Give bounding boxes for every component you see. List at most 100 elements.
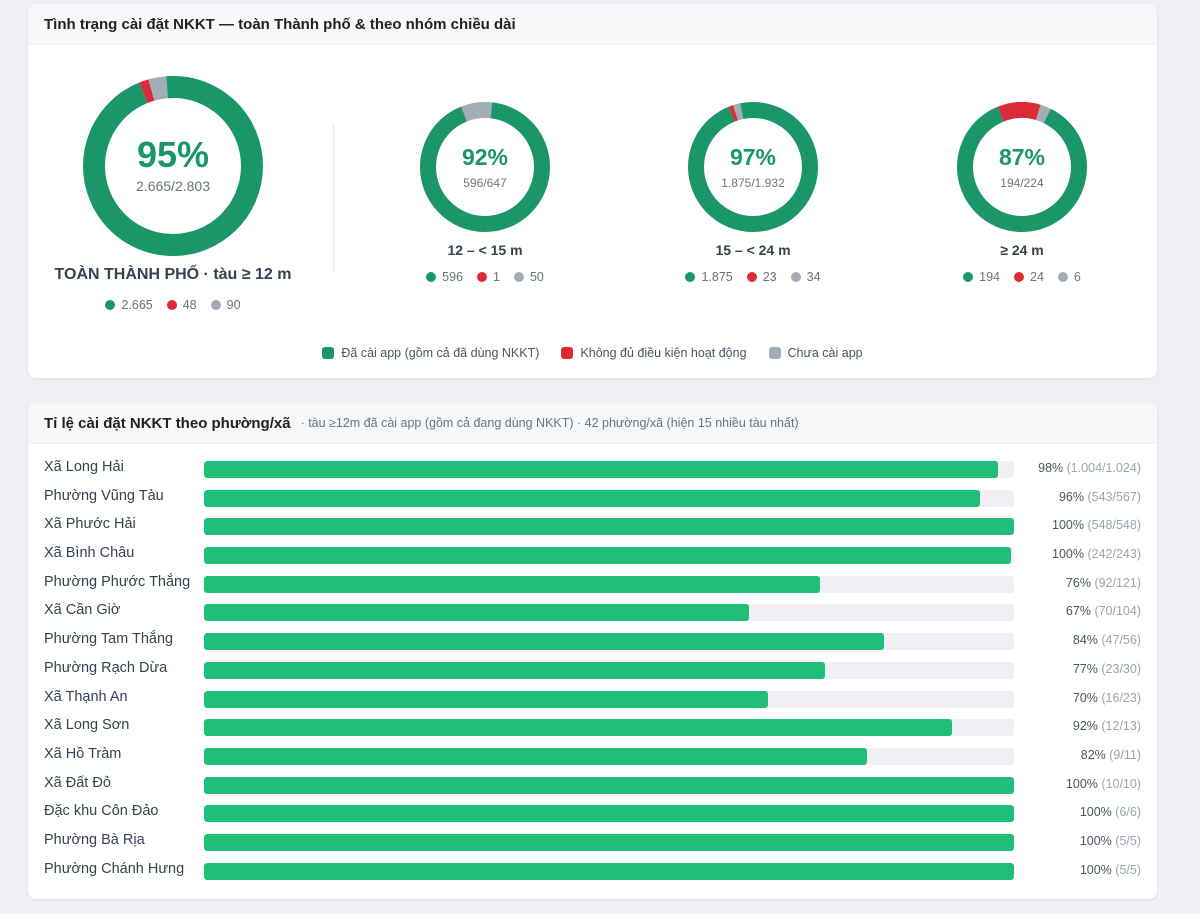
group-donut-24-plus: 87% 194/224 ≥ 24 m 194 24 6 (947, 102, 1097, 292)
legend-ineligible: Không đủ điều kiện hoạt động (561, 346, 747, 360)
legend-not-installed-swatch (768, 347, 781, 359)
count-installed: 1.875 (685, 270, 733, 284)
ward-row: Xã Long Hải 98% (1.004/1.024) (28, 456, 1157, 485)
ward-value: 100% (6/6) (1080, 805, 1141, 819)
ward-percent: 92% (1072, 719, 1098, 734)
ward-name: Xã Hồ Tràm (44, 745, 122, 762)
not-installed-dot (1057, 272, 1068, 282)
ward-detail: (5/5) (1115, 862, 1141, 877)
ward-detail: (5/5) (1115, 833, 1141, 848)
ward-value: 92% (12/13) (1073, 719, 1141, 733)
ward-bar-track (204, 604, 1014, 622)
ward-row: Phường Vũng Tàu 96% (543/567) (28, 485, 1157, 514)
ward-bar-track (204, 575, 1014, 593)
ward-bar-track (204, 661, 1014, 679)
ward-value: 100% (5/5) (1080, 834, 1141, 848)
ward-name: Phường Vũng Tàu (44, 487, 164, 504)
count-not-installed: 50 (513, 270, 544, 284)
ward-bar-fill (204, 747, 867, 765)
donut-installed-arc (957, 102, 1087, 232)
ward-name: Phường Rạch Dừa (44, 659, 168, 676)
count-ineligible: 48 (166, 298, 197, 312)
ward-detail: (9/11) (1109, 747, 1141, 762)
ward-bar-fill (204, 547, 1011, 565)
count-ineligible: 23 (746, 270, 777, 284)
ward-row: Xã Thạnh An 70% (16/23) (28, 686, 1157, 715)
ineligible-dot (746, 272, 757, 282)
divider (333, 124, 334, 272)
donut-ineligible-arc (83, 76, 263, 256)
ward-detail: (47/56) (1101, 633, 1141, 648)
ward-bar-track (204, 776, 1014, 794)
ward-row: Xã Phước Hải 100% (548/548) (28, 513, 1157, 542)
ward-bar-fill (204, 833, 1014, 851)
ineligible-dot (166, 300, 177, 310)
ward-bar-track (204, 489, 1014, 507)
ward-name: Đặc khu Côn Đảo (44, 803, 159, 820)
count-not-installed: 34 (790, 270, 821, 284)
ward-detail: (12/13) (1101, 719, 1141, 734)
citywide-label: TOÀN THÀNH PHỐ · tàu ≥ 12 m (54, 266, 292, 283)
installed-dot (426, 272, 437, 282)
count-ineligible: 1 (477, 270, 500, 284)
ward-value: 67% (70/104) (1066, 604, 1141, 618)
ward-detail: (543/567) (1087, 489, 1141, 504)
ward-bar-fill (204, 805, 1014, 823)
ward-detail: (10/10) (1101, 776, 1141, 791)
ward-value: 82% (9/11) (1081, 748, 1141, 762)
group-fraction: 596/647 (463, 176, 507, 190)
ward-bar-fill (204, 575, 820, 593)
group-counts: 596 1 50 (410, 270, 560, 284)
ward-name: Xã Thạnh An (44, 688, 128, 705)
count-not-installed: 6 (1057, 270, 1081, 284)
legend-not-installed: Chưa cài app (768, 346, 863, 360)
ward-bar-track (204, 862, 1014, 880)
ward-percent: 70% (1072, 690, 1098, 705)
installed-dot (105, 300, 116, 310)
citywide-percent: 95% (136, 134, 210, 175)
ward-bar-track (204, 805, 1014, 823)
count-ineligible: 24 (1014, 270, 1044, 284)
ward-percent: 84% (1072, 633, 1098, 648)
group-counts: 1.875 23 34 (678, 270, 828, 284)
legend-installed-swatch (322, 347, 335, 359)
ward-name: Phường Bà Rịa (44, 831, 145, 848)
ward-percent: 100% (1079, 833, 1112, 848)
group-donut-ring (957, 102, 1087, 232)
ward-value: 84% (47/56) (1073, 633, 1141, 647)
ward-bar-fill (204, 633, 884, 651)
ward-value: 96% (543/567) (1059, 490, 1141, 504)
ward-percent: 100% (1052, 547, 1084, 562)
ward-row: Phường Bà Rịa 100% (5/5) (28, 829, 1157, 858)
ward-detail: (242/243) (1087, 547, 1141, 562)
ward-value: 76% (92/121) (1066, 576, 1141, 590)
count-installed: 596 (426, 270, 463, 284)
ward-percent: 100% (1079, 862, 1112, 877)
ward-bar-track (204, 461, 1014, 478)
ward-row: Xã Hồ Tràm 82% (9/11) (28, 743, 1157, 772)
not-installed-dot (513, 272, 524, 282)
ward-detail: (92/121) (1094, 575, 1141, 590)
ward-name: Xã Bình Châu (44, 545, 135, 562)
ward-bar-track (204, 747, 1014, 765)
overview-title: Tình trạng cài đặt NKKT — toàn Thành phố… (44, 15, 516, 33)
count-not-installed: 90 (210, 298, 241, 312)
citywide-donut-ring (83, 76, 263, 256)
ward-header: Tỉ lệ cài đặt NKKT theo phường/xã · tàu … (28, 403, 1157, 444)
ward-name: Xã Phước Hải (44, 516, 136, 533)
ward-name: Xã Long Sơn (44, 717, 130, 734)
ward-row: Phường Phước Thắng 76% (92/121) (28, 571, 1157, 600)
ward-value: 70% (16/23) (1073, 691, 1141, 705)
ward-percent: 100% (1079, 805, 1112, 820)
ward-bar-fill (204, 862, 1014, 880)
ward-bar-track (204, 833, 1014, 851)
ward-row: Phường Tam Thắng 84% (47/56) (28, 628, 1157, 657)
group-label: 12 – < 15 m (447, 242, 523, 258)
citywide-counts: 2.665 48 90 (68, 298, 278, 312)
ward-value: 77% (23/30) (1073, 662, 1141, 676)
ward-row: Phường Rạch Dừa 77% (23/30) (28, 657, 1157, 686)
ward-name: Xã Đất Đỏ (44, 774, 111, 791)
ward-bar-track (204, 633, 1014, 651)
ward-name: Xã Long Hải (44, 459, 124, 475)
ineligible-dot (1014, 272, 1024, 282)
